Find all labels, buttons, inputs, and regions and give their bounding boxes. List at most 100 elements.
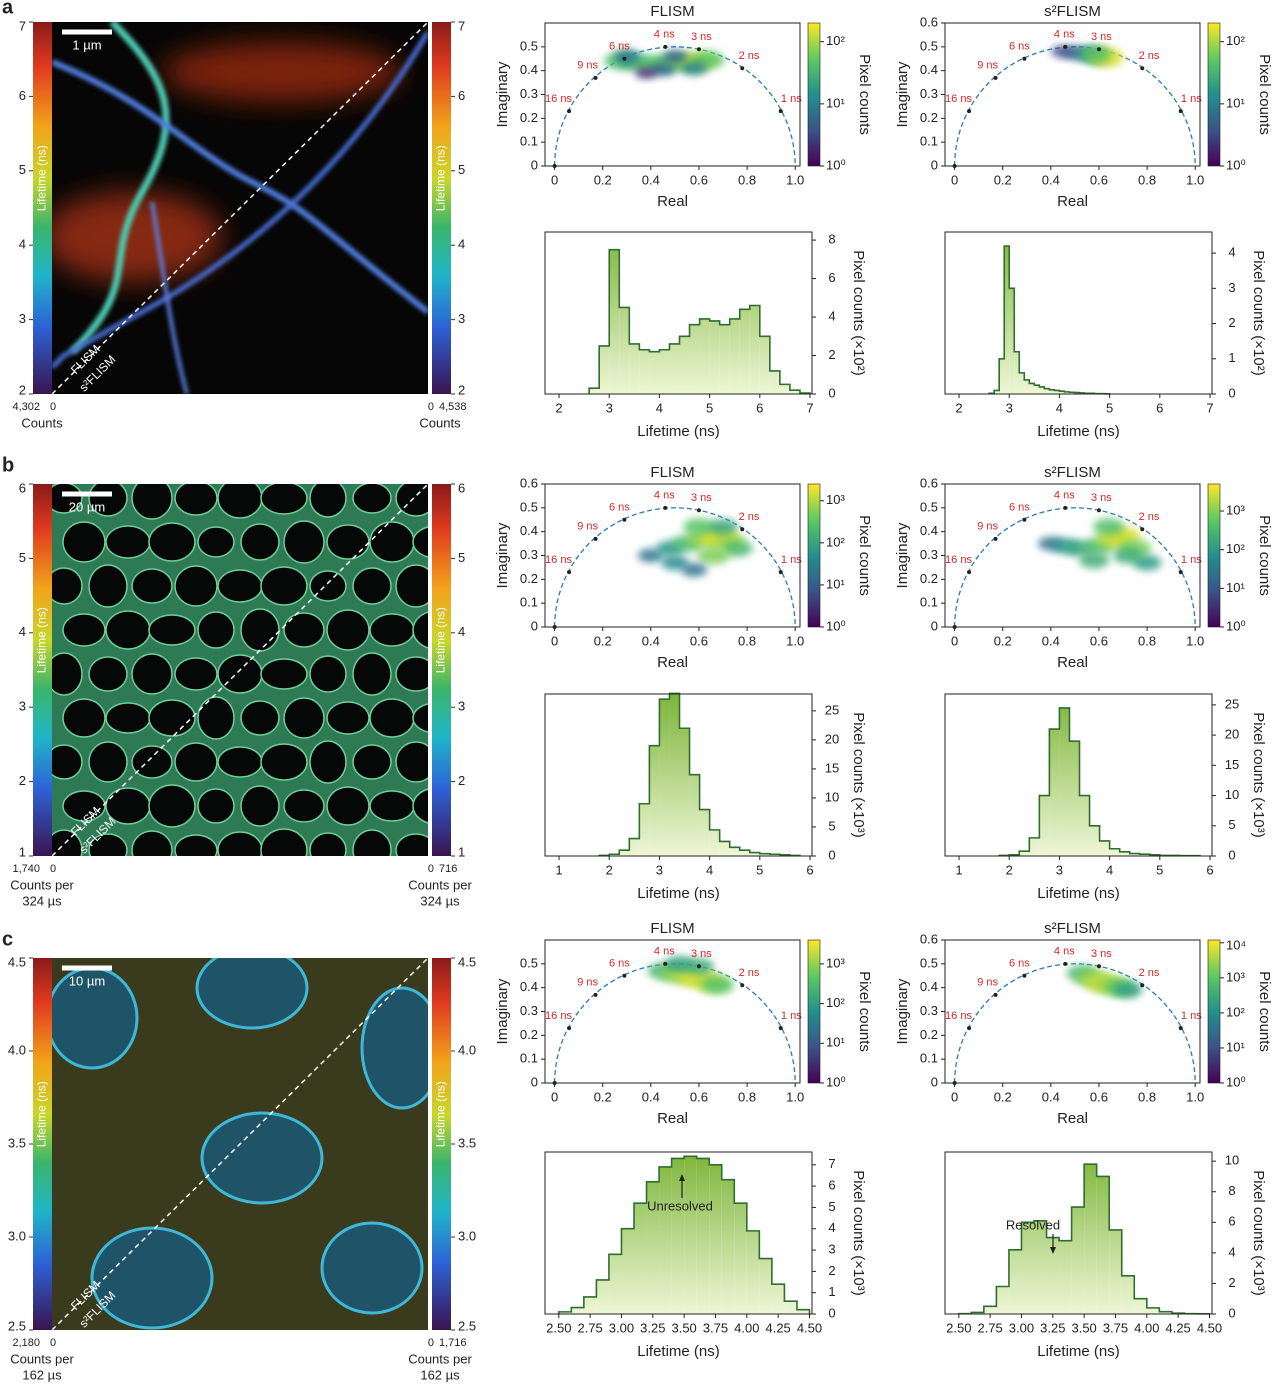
y-tick-label: 0.3 [520,547,538,562]
cell [217,831,263,856]
y-tick-label: 0.1 [920,1051,938,1066]
x-tick-label: 0.6 [690,633,708,648]
y-tick-label: 0 [828,1305,835,1320]
x-tick-label: 4.00 [1134,1320,1159,1335]
cell [105,525,151,559]
lifetime-marker [663,44,668,49]
histogram-bar [994,390,1000,394]
cell [131,653,173,695]
x-tick-label: 0.8 [738,1089,756,1104]
colorbar-tick-label: 4.5 [458,954,476,969]
y-tick-label: 3 [1228,280,1235,295]
cell [326,609,370,651]
panel-label: c [2,928,13,950]
x-tick-label: 1 [555,862,562,877]
x-tick-label: 7 [806,400,813,415]
x-tick-label: 4 [656,400,663,415]
y-tick-label: 0.5 [920,38,938,53]
x-tick-label: 0.2 [594,172,612,187]
cell [260,743,308,781]
histogram-bar [1119,851,1130,856]
histogram-bar [1139,854,1150,856]
lifetime-marker-label: 6 ns [1009,41,1030,53]
x-tick-label: 5 [1106,400,1113,415]
arrow-head [1050,1247,1056,1254]
histogram-bar [734,1203,747,1314]
y-tick-label: 0.6 [920,931,938,946]
lifetime-marker-label: 9 ns [577,977,598,989]
cell [326,786,370,826]
lifetime-marker-label: 4 ns [1054,946,1075,958]
lifetime-marker-label: 2 ns [1139,967,1160,979]
x-tick-label: 0.2 [994,1089,1012,1104]
scale-bar-label: 20 µm [69,499,105,514]
y-axis-label: Pixel counts (×10²) [850,250,867,375]
x-tick-label: 0.8 [738,633,756,648]
histogram-bar [709,320,720,394]
histogram-bar [1019,851,1030,856]
x-tick-label: 3.25 [1040,1320,1065,1335]
x-tick-label: 1.0 [1186,1089,1204,1104]
y-tick-label: 2 [1228,315,1235,330]
histogram-bar [669,693,680,856]
lifetime-marker [778,1026,783,1031]
lifetime-colorbar [33,484,52,856]
histogram-bar [679,728,690,856]
cell [217,569,263,603]
colorbar-tick-label: 10⁰ [1226,1074,1246,1089]
y-tick-label: 0.5 [920,499,938,514]
x-axis-label: Real [657,193,688,210]
cell [197,696,235,740]
x-axis-label: Lifetime (ns) [637,1343,720,1360]
counts-label: 162 µs [420,1367,460,1382]
histogram-bar [599,345,610,394]
lifetime-marker [740,527,745,532]
x-tick-label: 0.4 [1042,1089,1060,1104]
colorbar [1207,22,1221,167]
y-tick-label: 0.2 [520,571,538,586]
y-tick-label: 0.6 [520,475,538,490]
fiber [69,22,170,355]
counts-min: 0 [50,863,56,875]
counts-max: 716 [439,863,457,875]
x-axis-label: Real [1057,654,1088,671]
colorbar [807,22,821,167]
colorbar-tick-label: 10¹ [1226,580,1245,595]
split-line [51,483,429,857]
y-tick-label: 0 [531,618,538,633]
cell [88,656,128,692]
histogram-bar [699,809,710,856]
colorbar-label: Pixel counts [856,971,873,1052]
colorbar-tick-label: 10¹ [826,576,845,591]
split-line [51,21,429,395]
cell [148,614,196,646]
colorbar-tick-label: 10⁰ [1226,618,1246,633]
counts-min: 0 [428,401,434,413]
cell [309,655,347,693]
lifetime-marker-label: 2 ns [739,50,760,62]
lifetime-marker [1096,47,1101,52]
x-tick-label: 1 [955,862,962,877]
colorbar-tick-label: 6 [458,88,465,103]
x-tick-label: 4.50 [797,1320,822,1335]
histogram-bar [571,1307,584,1314]
y-tick-label: 7 [828,1156,835,1171]
lifetime-marker-label: 6 ns [609,958,630,970]
panel-label: a [2,0,14,18]
cell [131,484,173,520]
cell [105,610,151,650]
x-tick-label: 3.50 [1071,1320,1096,1335]
histogram-bar [1008,1249,1022,1314]
cell [62,790,106,822]
colorbar-tick-label: 4.0 [8,1042,26,1057]
cell [52,744,83,780]
histogram-bar [671,1158,685,1314]
lifetime-marker-label: 1 ns [781,1010,802,1022]
density-point [637,548,664,563]
lifetime-marker [593,75,598,80]
cell [283,612,325,648]
y-tick-label: 0.3 [520,86,538,101]
lifetime-marker [993,536,998,541]
x-tick-label: 2.75 [577,1320,602,1335]
